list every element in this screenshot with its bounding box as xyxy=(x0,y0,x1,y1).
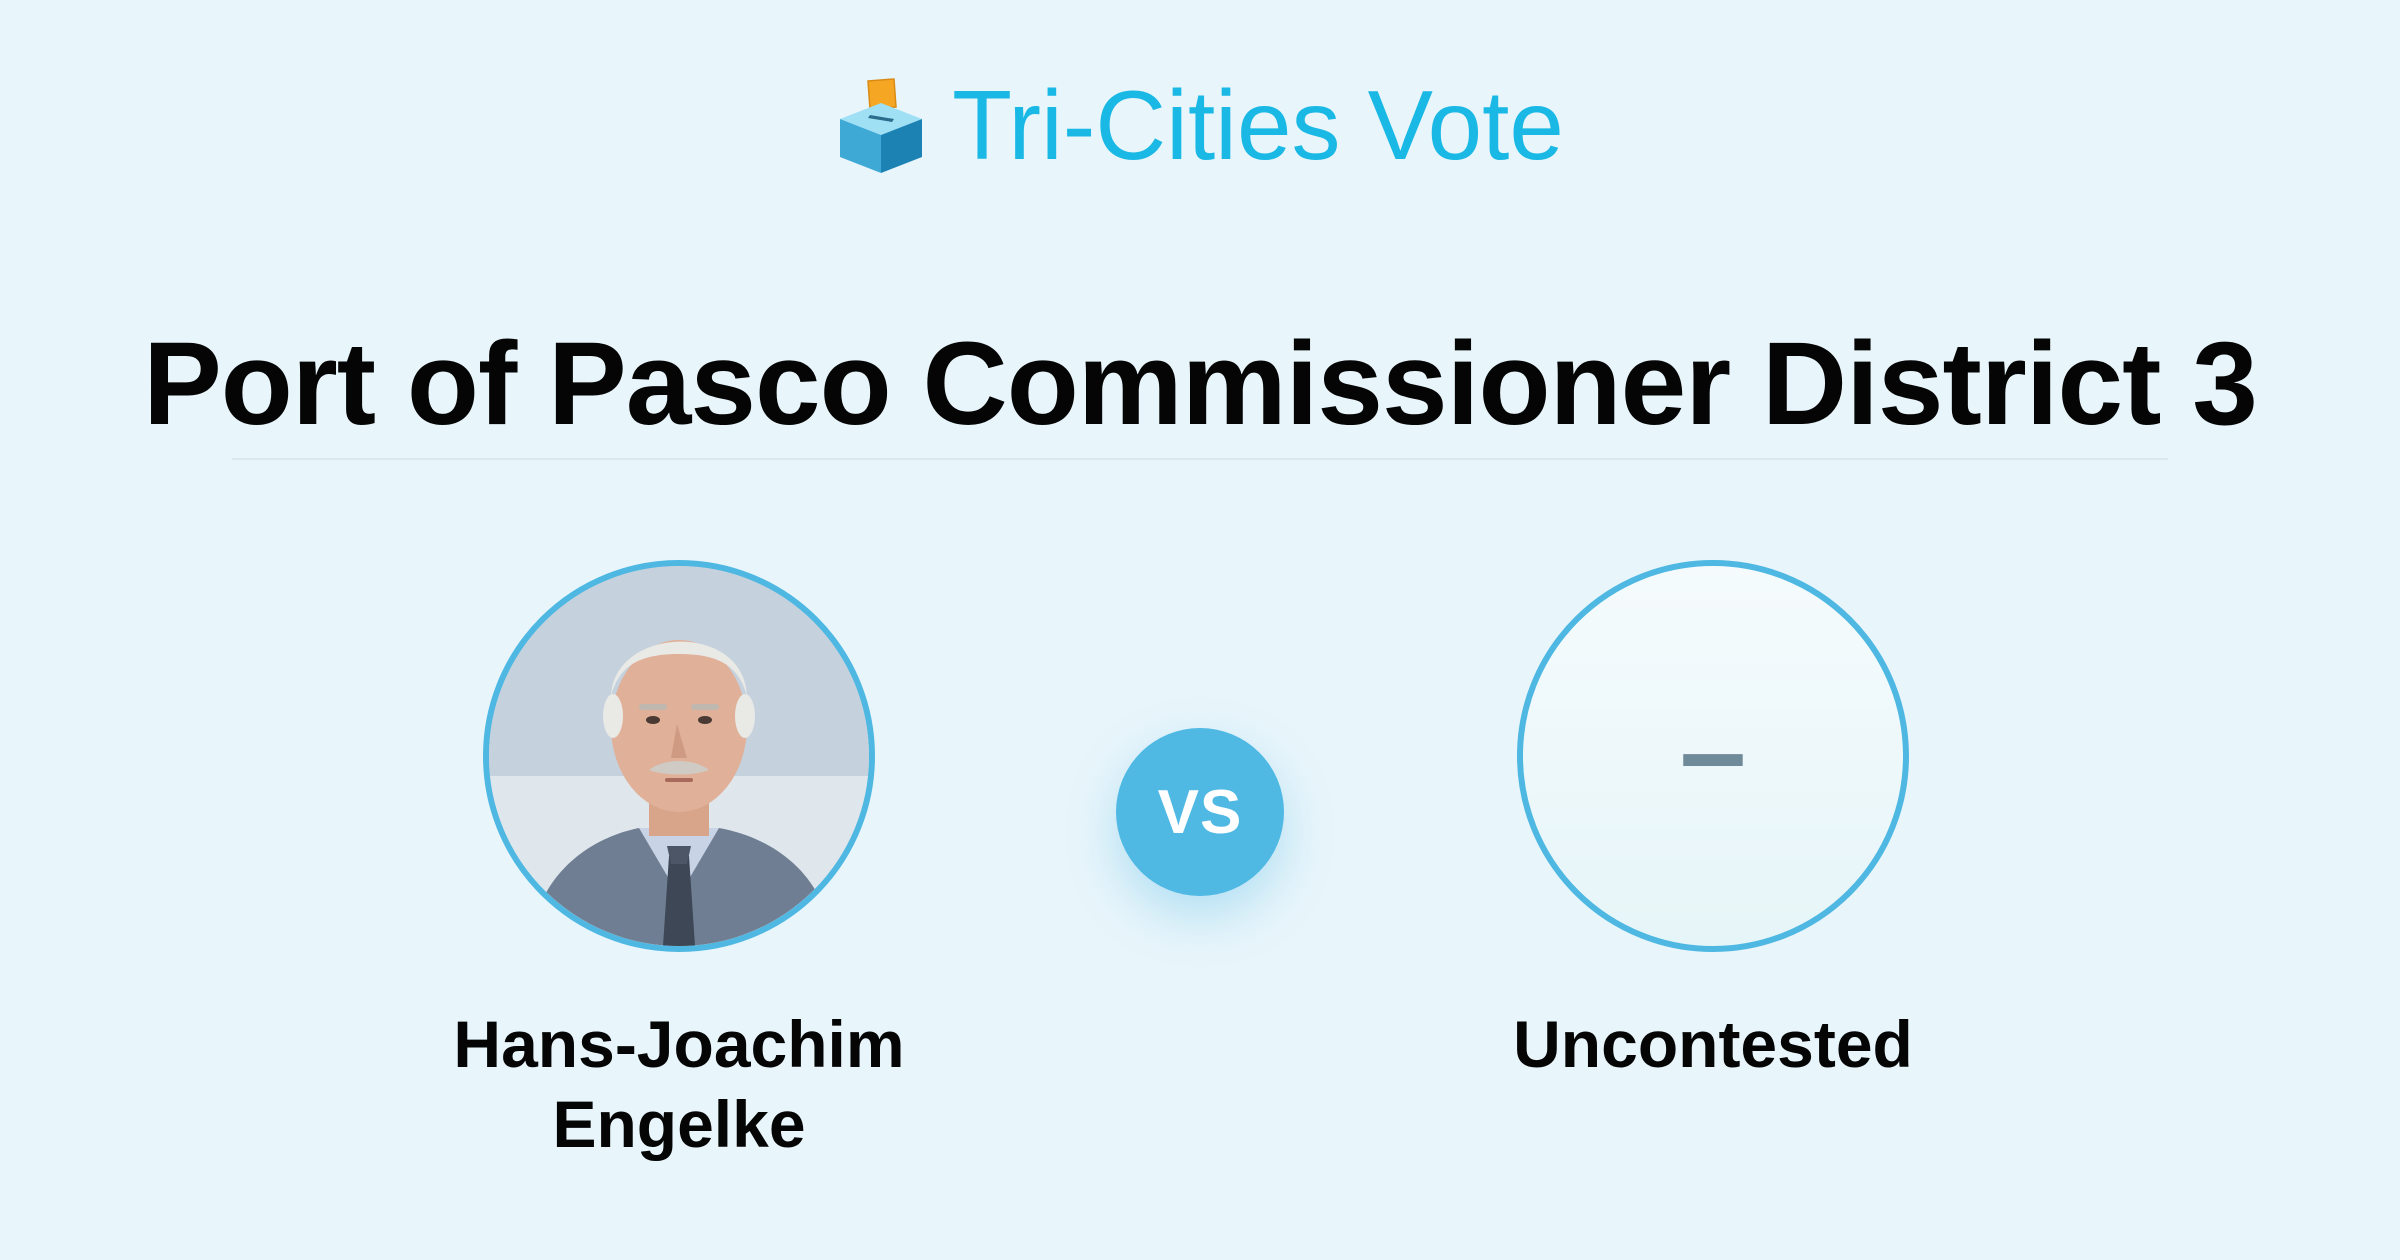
title-divider xyxy=(232,458,2168,460)
candidate-first-name: Hans-Joachim xyxy=(453,1007,905,1081)
brand-header: Tri-Cities Vote xyxy=(0,70,2400,180)
versus-badge: VS xyxy=(1116,728,1284,896)
uncontested-placeholder: – xyxy=(1517,560,1909,952)
brand-name: Tri-Cities Vote xyxy=(952,70,1564,180)
candidate-photo xyxy=(483,560,875,952)
placeholder-dash: – xyxy=(1679,684,1747,818)
uncontested-text: Uncontested xyxy=(1513,1007,1913,1081)
candidate-last-name: Engelke xyxy=(552,1087,806,1161)
uncontested-label: Uncontested xyxy=(1363,1004,2063,1084)
candidate-name: Hans-Joachim Engelke xyxy=(329,1004,1029,1164)
race-title: Port of Pasco Commissioner District 3 xyxy=(143,318,2258,450)
candidate-portrait-illustration xyxy=(489,566,869,946)
ballot-box-icon xyxy=(840,78,923,173)
